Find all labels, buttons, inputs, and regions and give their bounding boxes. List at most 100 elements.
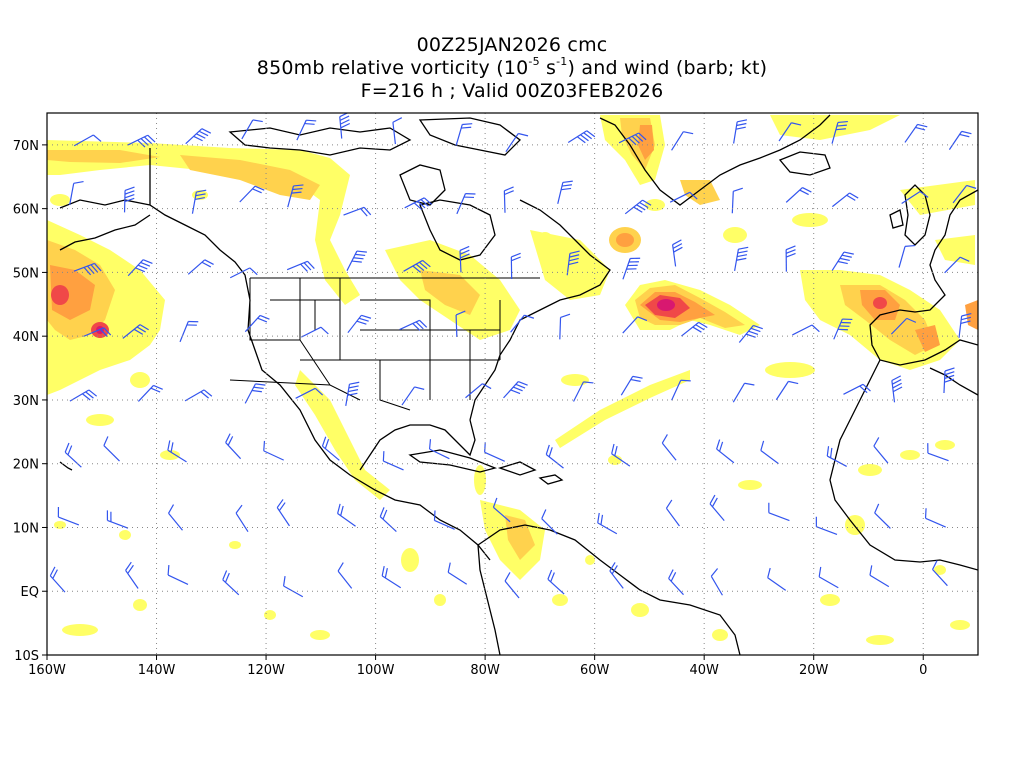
wind-barb (792, 324, 820, 336)
wind-barb (428, 439, 450, 460)
wind-barb (484, 442, 505, 462)
wind-barb (609, 562, 624, 589)
wind-barb (710, 568, 723, 596)
wind-barb (890, 317, 917, 335)
wind-barb (392, 117, 403, 145)
wind-barb (191, 189, 207, 214)
wind-barb (904, 123, 928, 143)
wind-barb (665, 499, 680, 527)
wind-barb (404, 197, 433, 211)
wind-barb (733, 119, 748, 144)
wind-barb (241, 119, 263, 140)
wind-barb (927, 443, 949, 462)
wind-barb (671, 131, 694, 151)
wind-barb (547, 569, 565, 595)
wind-barb (948, 130, 972, 150)
wind-barb (64, 442, 82, 468)
wind-barb (672, 239, 683, 267)
wind-barb (661, 434, 677, 461)
wind-barb (716, 439, 735, 464)
wind-barb (401, 386, 425, 406)
wind-barb (465, 383, 492, 399)
wind-barb (69, 389, 98, 402)
wind-barb (222, 570, 240, 596)
wind-barb (106, 510, 129, 529)
vorticity-shading (47, 115, 978, 645)
wind-barb (541, 509, 558, 535)
lat-label: 20N (13, 458, 39, 473)
lon-label: 0 (919, 663, 927, 678)
wind-barb (891, 375, 903, 403)
wind-barb (671, 379, 691, 401)
wind-barb (287, 184, 304, 208)
wind-barb (831, 251, 854, 271)
wind-barb (447, 562, 468, 585)
wind-barb (337, 562, 353, 589)
wind-barb (505, 132, 529, 153)
lon-label: 20W (799, 663, 829, 678)
wind-barb (244, 314, 270, 333)
title-line-2: 850mb relative vorticity (10-5 s-1) and … (256, 54, 768, 79)
wind-barb (137, 384, 163, 402)
wind-barb (566, 250, 580, 276)
wind-barb (831, 192, 859, 208)
wind-barb (343, 206, 372, 217)
wind-barb (503, 186, 514, 213)
wind-barbs (49, 113, 977, 599)
lon-label: 80W (470, 663, 500, 678)
wind-barb (459, 245, 470, 273)
wind-barb (775, 380, 799, 401)
wind-barb (833, 318, 853, 340)
wind-barb (167, 440, 187, 463)
wind-barb (731, 187, 743, 214)
wind-barb (168, 504, 183, 531)
wind-barb (184, 389, 213, 402)
lon-label: 140W (138, 663, 176, 678)
wind-barb (503, 381, 528, 399)
wind-barb (403, 259, 431, 273)
wind-barb (57, 507, 80, 526)
wind-barb (263, 440, 284, 461)
wind-barb (545, 444, 564, 469)
wind-barb (185, 128, 212, 145)
wind-barb (898, 244, 916, 268)
wind-barb (831, 120, 848, 144)
wind-barb (818, 566, 839, 589)
wind-barb (382, 451, 404, 471)
wind-barb (282, 576, 304, 598)
lat-label: 60N (13, 203, 39, 218)
wind-barb (620, 375, 643, 396)
wind-barb (83, 327, 112, 337)
wind-barb (179, 320, 199, 343)
title-block: 00Z25JAN2026 cmc 850mb relative vorticit… (0, 34, 1024, 103)
wind-barb (734, 246, 749, 271)
wind-barb (492, 497, 511, 523)
wind-barb (573, 381, 594, 402)
wind-barb (433, 510, 455, 530)
lon-label: 160W (28, 663, 66, 678)
wind-barb (618, 132, 647, 146)
wind-barb (943, 367, 955, 394)
lat-label: EQ (21, 585, 39, 600)
wind-barb (235, 504, 249, 532)
graticule (46, 113, 978, 656)
wind-barb (167, 565, 189, 585)
wind-barb (295, 387, 324, 399)
wind-barb (557, 180, 573, 204)
wind-barb (455, 123, 473, 146)
lat-label: 50N (13, 266, 39, 281)
wind-barb (767, 567, 787, 591)
lon-label: 120W (247, 663, 285, 678)
wind-barb (187, 259, 214, 275)
wind-barb (321, 436, 340, 461)
wind-barb (339, 113, 351, 139)
wind-barb (73, 134, 102, 147)
wind-barb (337, 503, 356, 527)
wind-barb (738, 324, 763, 343)
wind-barb (932, 560, 948, 587)
wind-barb (239, 185, 265, 203)
lat-label: 10S (14, 649, 39, 664)
wind-barb (567, 130, 596, 144)
wind-barb (785, 245, 796, 272)
wind-barb (668, 569, 684, 596)
